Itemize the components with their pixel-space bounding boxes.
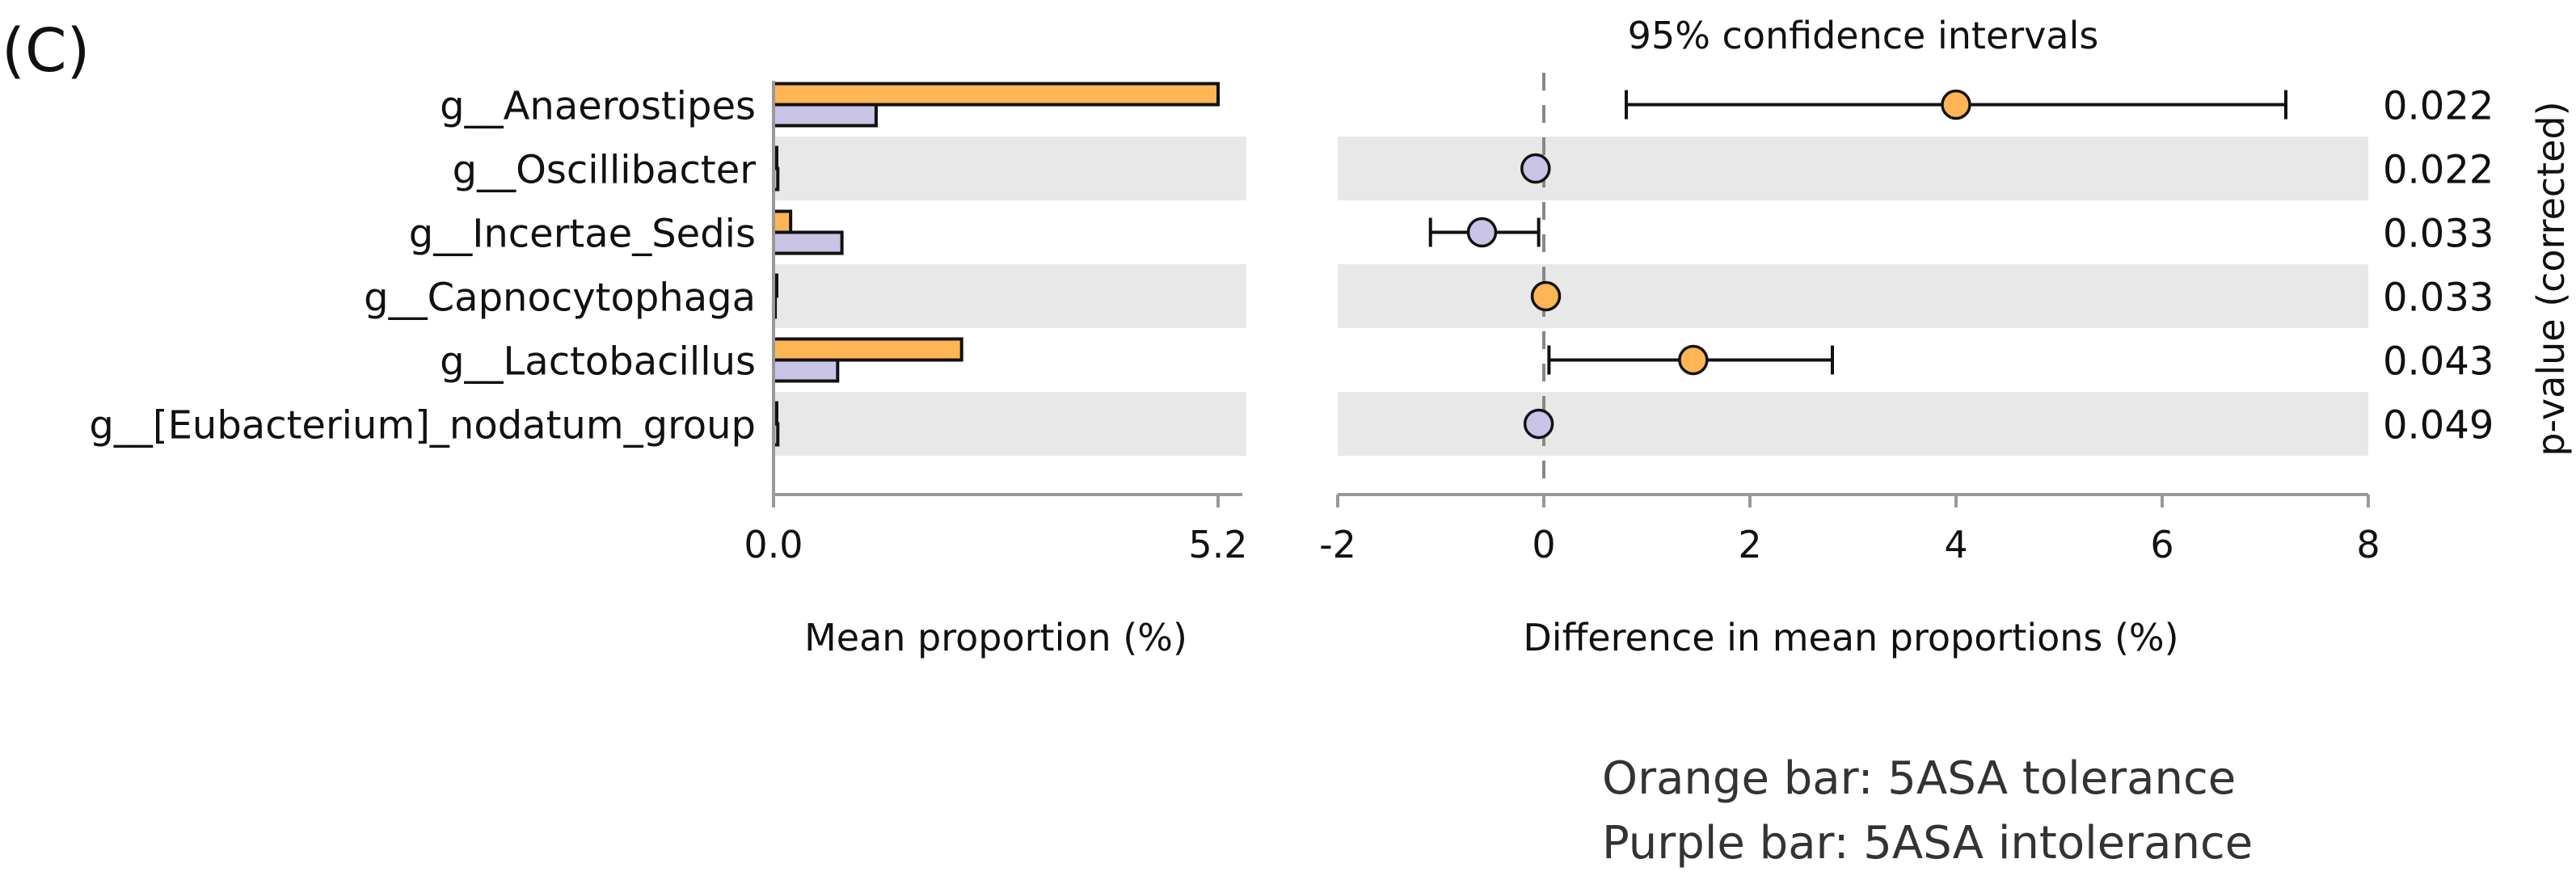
p-value-label: 0.033 (2383, 212, 2494, 257)
right-x-tick-label: -2 (1319, 523, 1356, 566)
bar-tolerance (772, 337, 963, 362)
category-label: g__Lactobacillus (440, 339, 756, 385)
left-row-stripes (774, 137, 1246, 456)
right-x-tick-label: 8 (2356, 523, 2380, 566)
effect-point-tolerance (1678, 344, 1709, 376)
bar-tolerance (772, 82, 1220, 107)
left-x-axis-label: Mean proportion (%) (804, 616, 1187, 659)
bar-intolerance (772, 103, 878, 128)
legend-line-orange: Orange bar: 5ASA tolerance (1602, 752, 2236, 805)
p-value-label: 0.022 (2383, 148, 2494, 193)
mean-proportion-chart: g__Anaerostipes g__Oscillibacter g__Incert… (89, 81, 1248, 659)
left-x-tick-label: 5.2 (1188, 523, 1247, 566)
right-x-tick-label: 4 (1944, 523, 1967, 566)
right-x-tick-label: 0 (1532, 523, 1555, 566)
p-value-axis-label: p-value (corrected) (2529, 101, 2573, 456)
category-label: g__Anaerostipes (440, 84, 756, 129)
bar-tolerance (772, 209, 793, 234)
row-stripe (1338, 137, 2368, 200)
right-x-tick-label: 6 (2150, 523, 2173, 566)
left-x-tick-label: 0.0 (744, 523, 803, 566)
bar-intolerance (772, 230, 844, 255)
row-stripe (1338, 392, 2368, 456)
p-value-label: 0.022 (2383, 84, 2494, 129)
effect-point-tolerance (1530, 280, 1562, 312)
bar-intolerance (772, 358, 840, 383)
row-stripe (774, 137, 1246, 200)
effect-point-intolerance (1523, 408, 1554, 440)
right-row-stripes (1338, 137, 2368, 456)
category-label: g__[Eubacterium]_nodatum_group (89, 403, 756, 448)
category-label: g__Capnocytophaga (364, 276, 756, 321)
category-label: g__Oscillibacter (453, 148, 757, 193)
panel-label: (C) (2, 16, 90, 86)
row-stripe (1338, 264, 2368, 328)
effect-point-intolerance (1520, 153, 1551, 184)
right-x-tick-label: 2 (1738, 523, 1761, 566)
p-value-label: 0.033 (2383, 276, 2494, 321)
p-value-label: 0.043 (2383, 339, 2494, 385)
row-stripe (774, 392, 1246, 456)
row-stripe (774, 264, 1246, 328)
right-x-axis-label: Difference in mean proportions (%) (1523, 616, 2178, 659)
difference-chart: 95% confidence intervals 0.022 0.022 0.033 0… (1319, 14, 2573, 659)
right-chart-title: 95% confidence intervals (1628, 14, 2099, 57)
effect-point-intolerance (1466, 217, 1498, 248)
category-label: g__Incertae_Sedis (409, 212, 756, 257)
legend-line-purple: Purple bar: 5ASA intolerance (1602, 817, 2253, 869)
effect-point-tolerance (1941, 89, 1971, 120)
p-value-label: 0.049 (2383, 403, 2494, 448)
